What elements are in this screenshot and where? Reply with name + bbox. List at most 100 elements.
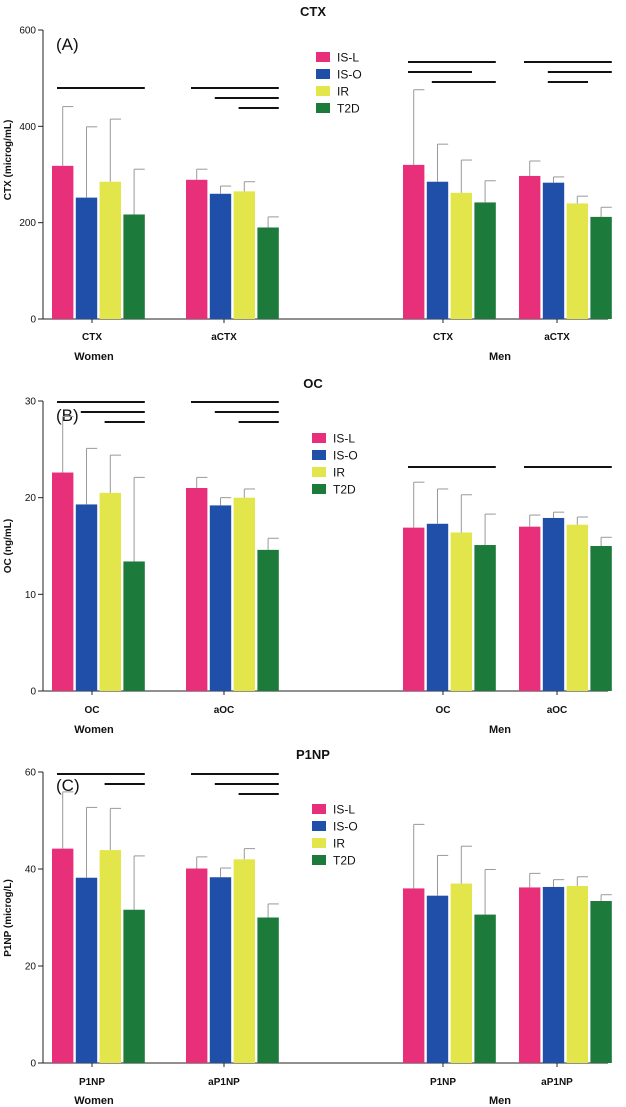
y-tick-label: 20 <box>25 493 37 504</box>
bar <box>186 868 208 1063</box>
category-label: P1NP <box>79 1077 105 1088</box>
y-tick-label: 400 <box>19 122 36 133</box>
y-tick-label: 30 <box>25 397 37 408</box>
bar <box>209 505 232 691</box>
bar <box>186 488 208 691</box>
category-label: OC <box>85 705 100 716</box>
legend-label: T2D <box>333 483 356 497</box>
bar <box>257 549 279 691</box>
bar <box>52 848 74 1063</box>
y-tick-label: 0 <box>30 1059 36 1070</box>
y-tick-label: 0 <box>30 315 36 326</box>
legend-swatch <box>312 821 326 831</box>
legend-label: IR <box>333 837 345 851</box>
category-label: P1NP <box>430 1077 456 1088</box>
legend-swatch <box>312 467 326 477</box>
y-tick-label: 60 <box>25 768 37 779</box>
bar <box>519 175 541 319</box>
category-label: aP1NP <box>208 1077 240 1088</box>
legend-swatch <box>312 484 326 494</box>
bar <box>474 914 496 1063</box>
y-tick-label: 40 <box>25 865 37 876</box>
legend-label: T2D <box>333 854 356 868</box>
legend-swatch <box>312 804 326 814</box>
bar <box>426 895 449 1063</box>
bar <box>257 227 279 319</box>
legend-label: IS-L <box>333 803 355 817</box>
legend-label: IS-O <box>333 449 358 463</box>
bar <box>257 917 279 1063</box>
panel-label: (B) <box>56 406 79 425</box>
bar <box>233 191 255 319</box>
chart-panel-3: P1NP (C) 0 20 40 60 P1NP (microg/L) P1NP aP1NP P1… <box>3 747 612 1107</box>
legend-label: IR <box>333 466 345 480</box>
bar <box>542 182 565 319</box>
y-tick-label: 20 <box>25 962 37 973</box>
bar <box>99 850 121 1063</box>
bar <box>450 883 472 1063</box>
legend-label: IS-L <box>337 51 359 65</box>
bar <box>403 527 425 691</box>
bar <box>474 202 496 319</box>
category-label: aP1NP <box>541 1077 573 1088</box>
y-tick-label: 600 <box>19 26 36 37</box>
bar <box>75 197 98 319</box>
legend-label: IS-O <box>333 820 358 834</box>
group-label: Men <box>489 724 511 736</box>
group-label: Women <box>74 351 114 363</box>
category-label: aCTX <box>544 332 570 343</box>
group-label: Women <box>74 724 114 736</box>
bar <box>590 901 612 1063</box>
bar <box>542 517 565 691</box>
legend-swatch <box>316 86 330 96</box>
legend-swatch <box>312 838 326 848</box>
bar <box>519 526 541 691</box>
panel-label: (A) <box>56 35 79 54</box>
legend-swatch <box>316 69 330 79</box>
chart-title: OC <box>303 376 323 391</box>
category-label: aOC <box>547 705 568 716</box>
category-label: CTX <box>433 332 453 343</box>
category-label: aOC <box>214 705 235 716</box>
group-label: Women <box>74 1095 114 1107</box>
legend-label: T2D <box>337 102 360 116</box>
legend-label: IR <box>337 85 349 99</box>
bar <box>209 193 232 319</box>
y-tick-label: 0 <box>30 687 36 698</box>
bar <box>99 181 121 319</box>
legend-swatch <box>316 103 330 113</box>
bar <box>426 523 449 691</box>
y-tick-label: 200 <box>19 218 36 229</box>
chart-panel-1: CTX (A) 0 200 400 600 CTX (microg/mL) CTX aCTX CT… <box>3 4 612 363</box>
bar <box>542 886 565 1063</box>
bar <box>566 524 588 691</box>
bar <box>209 877 232 1063</box>
chart-title: CTX <box>300 4 326 19</box>
chart-panel-2: OC (B) 0 10 20 30 OC (ng/mL) OC aOC OC aOC Women Men… <box>3 376 612 736</box>
bar <box>403 164 425 319</box>
bar <box>233 859 255 1063</box>
y-axis-label: CTX (microg/mL) <box>3 120 14 201</box>
bar <box>519 887 541 1063</box>
bar <box>590 546 612 691</box>
bar <box>75 877 98 1063</box>
bar <box>123 561 145 691</box>
category-label: aCTX <box>211 332 237 343</box>
panel-label: (C) <box>56 776 80 795</box>
bar <box>75 504 98 691</box>
bar <box>52 165 74 319</box>
legend-label: IS-O <box>337 68 362 82</box>
y-tick-label: 10 <box>25 590 37 601</box>
y-axis-label: P1NP (microg/L) <box>3 879 14 957</box>
bar <box>450 532 472 691</box>
bar <box>186 179 208 319</box>
bar <box>403 888 425 1063</box>
group-label: Men <box>489 351 511 363</box>
category-label: CTX <box>82 332 102 343</box>
legend-swatch <box>312 855 326 865</box>
legend-swatch <box>312 433 326 443</box>
bar <box>233 497 255 691</box>
bar <box>474 545 496 691</box>
legend-swatch <box>312 450 326 460</box>
